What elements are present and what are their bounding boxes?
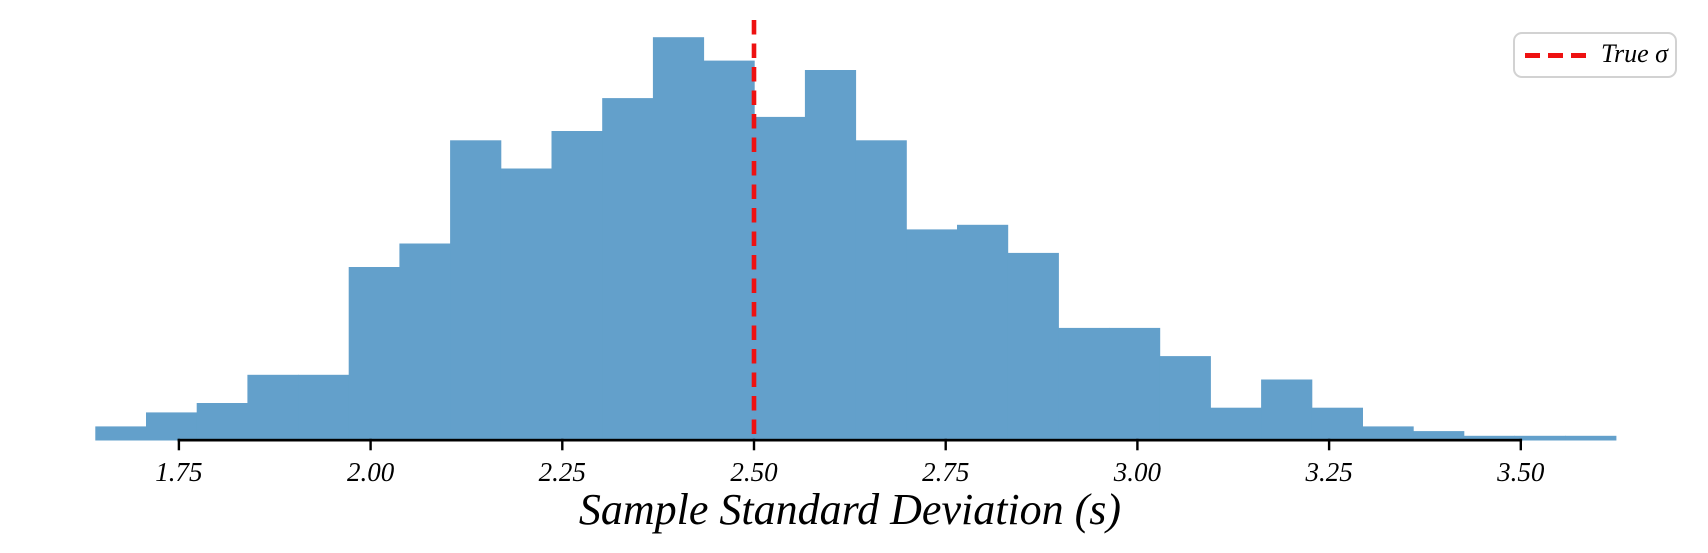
histogram-bar bbox=[1514, 435, 1566, 441]
x-axis-label: Sample Standard Deviation (s) bbox=[578, 485, 1122, 534]
x-tick-mark bbox=[1136, 438, 1139, 451]
histogram-bar bbox=[804, 70, 857, 441]
legend-box: True σ bbox=[1513, 32, 1677, 78]
x-tick-mark bbox=[1327, 438, 1331, 451]
histogram-bar bbox=[1463, 435, 1515, 441]
histogram-bar bbox=[703, 60, 755, 441]
x-tick-label: 3.50 bbox=[1496, 457, 1545, 487]
histogram-bar bbox=[754, 116, 806, 441]
x-tick-mark bbox=[561, 438, 564, 451]
x-tick-label: 2.75 bbox=[922, 457, 969, 487]
x-tick-label: 2.25 bbox=[539, 457, 586, 487]
histogram-bar bbox=[1311, 407, 1363, 441]
histogram-bar bbox=[1565, 435, 1617, 441]
histogram-bar bbox=[146, 412, 198, 441]
histogram-bar bbox=[399, 243, 451, 441]
x-tick-mark bbox=[1519, 438, 1522, 451]
histogram-bar bbox=[1261, 379, 1313, 441]
histogram-bar bbox=[1362, 426, 1414, 441]
x-axis-spine bbox=[177, 438, 1523, 442]
histogram-bar bbox=[500, 168, 552, 441]
x-tick-mark bbox=[369, 438, 372, 451]
histogram-bar bbox=[95, 426, 147, 441]
histogram-bar bbox=[1210, 407, 1262, 441]
histogram-bar bbox=[450, 140, 502, 441]
histogram-bar bbox=[1007, 252, 1059, 441]
histogram-bar bbox=[247, 374, 299, 441]
histogram-bar bbox=[602, 98, 654, 441]
histogram-bar bbox=[298, 374, 350, 441]
x-tick-mark bbox=[177, 438, 181, 451]
histogram-bar bbox=[1058, 327, 1110, 441]
x-tick-mark bbox=[944, 438, 947, 451]
x-tick-label: 2.50 bbox=[730, 457, 778, 487]
x-tick-label: 1.75 bbox=[155, 457, 202, 487]
histogram-bar bbox=[1159, 356, 1211, 441]
x-tick-label: 3.25 bbox=[1304, 457, 1352, 487]
legend-label: True σ bbox=[1601, 39, 1669, 68]
histogram-bar bbox=[1413, 431, 1465, 441]
dashed-line-icon bbox=[1525, 52, 1587, 58]
histogram-bar bbox=[551, 131, 603, 441]
histogram-bar bbox=[348, 267, 400, 441]
histogram-bar bbox=[1109, 327, 1161, 441]
x-tick-mark bbox=[752, 438, 756, 451]
histogram-bar bbox=[855, 140, 907, 441]
histogram-bar bbox=[196, 403, 248, 441]
histogram-bar bbox=[906, 229, 958, 441]
x-tick-label: 2.00 bbox=[347, 457, 395, 487]
histogram-bar bbox=[957, 224, 1009, 441]
x-tick-label: 3.00 bbox=[1113, 457, 1162, 487]
histogram-bar bbox=[652, 37, 705, 441]
